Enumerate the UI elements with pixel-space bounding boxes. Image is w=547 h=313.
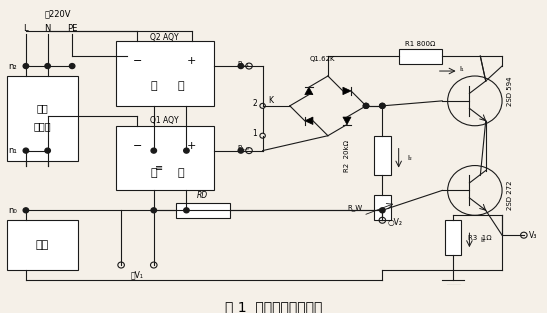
Circle shape: [238, 64, 243, 69]
Text: ～: ～: [178, 81, 184, 91]
Circle shape: [23, 148, 28, 153]
Text: ～V₁: ～V₁: [131, 270, 144, 280]
Text: Q1.62K: Q1.62K: [310, 56, 335, 62]
Bar: [7, 76, 78, 161]
Bar: [399, 49, 442, 64]
Text: I₃: I₃: [481, 237, 485, 243]
Text: Q2 AQY: Q2 AQY: [150, 33, 179, 42]
Text: I₁: I₁: [459, 65, 464, 72]
Text: L: L: [24, 24, 28, 33]
Bar: [176, 203, 230, 218]
Text: ○V₂: ○V₂: [388, 218, 403, 227]
Circle shape: [380, 103, 385, 108]
Text: n₀: n₀: [8, 206, 16, 215]
Polygon shape: [343, 87, 351, 95]
Circle shape: [238, 148, 243, 153]
Text: R1 800Ω: R1 800Ω: [405, 41, 435, 47]
Polygon shape: [305, 87, 313, 95]
Circle shape: [184, 148, 189, 153]
Circle shape: [184, 208, 189, 213]
Text: ～: ～: [178, 168, 184, 178]
Text: 2SD 594: 2SD 594: [507, 76, 513, 106]
Circle shape: [151, 148, 156, 153]
Text: R3  1Ω: R3 1Ω: [468, 235, 492, 241]
Circle shape: [23, 208, 28, 213]
Text: N: N: [44, 24, 51, 33]
Text: 2SD 272: 2SD 272: [507, 181, 513, 210]
Polygon shape: [343, 117, 351, 125]
Text: V₃: V₃: [529, 231, 538, 240]
Text: I₂: I₂: [407, 155, 412, 161]
Bar: [445, 220, 461, 255]
Circle shape: [380, 103, 385, 108]
Text: RD: RD: [197, 191, 208, 200]
Text: R2  20kΩ: R2 20kΩ: [344, 140, 350, 172]
Text: PE: PE: [67, 24, 77, 33]
Circle shape: [151, 208, 156, 213]
Text: 1: 1: [252, 129, 257, 138]
Circle shape: [363, 103, 369, 108]
Text: ～: ～: [150, 81, 157, 91]
Text: −: −: [133, 56, 142, 66]
Text: K: K: [268, 96, 274, 105]
Circle shape: [363, 103, 369, 108]
Circle shape: [380, 208, 385, 213]
Bar: [374, 136, 391, 176]
Text: n₁: n₁: [8, 146, 16, 155]
Text: n₂: n₂: [8, 62, 16, 70]
Circle shape: [23, 64, 28, 69]
Text: ≡: ≡: [155, 163, 163, 173]
Text: 保护器: 保护器: [33, 121, 51, 131]
Polygon shape: [305, 117, 313, 125]
Circle shape: [45, 64, 50, 69]
Text: 2: 2: [252, 99, 257, 108]
Bar: [115, 126, 214, 190]
Text: −: −: [133, 141, 142, 151]
Text: ～: ～: [150, 168, 157, 178]
Text: +: +: [187, 56, 196, 66]
Text: ～220V: ～220V: [45, 9, 72, 18]
Circle shape: [69, 64, 75, 69]
Bar: [115, 41, 214, 106]
Text: 漏电: 漏电: [36, 103, 48, 113]
Text: P₁.₁: P₁.₁: [237, 61, 249, 67]
Bar: [7, 220, 78, 270]
Circle shape: [45, 148, 50, 153]
Bar: [374, 195, 391, 220]
Text: 图 1  信号采集控制电路: 图 1 信号采集控制电路: [225, 300, 322, 313]
Text: +: +: [187, 141, 196, 151]
Text: Q1 AQY: Q1 AQY: [150, 116, 179, 125]
Text: P₁.₀: P₁.₀: [237, 145, 249, 151]
Text: 负载: 负载: [36, 240, 49, 250]
Text: R_W: R_W: [347, 204, 363, 211]
